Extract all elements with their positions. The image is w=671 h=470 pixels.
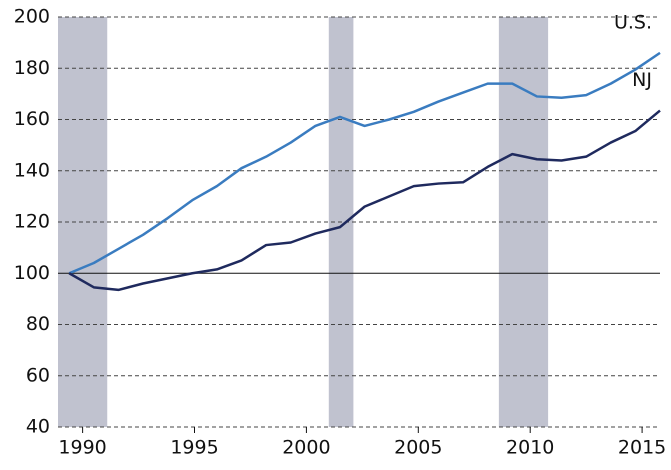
- x-tick-label: 2005: [394, 437, 442, 459]
- x-tick-label: 2000: [282, 437, 330, 459]
- y-tick-label: 100: [14, 262, 50, 284]
- x-tick-label: 1995: [170, 437, 218, 459]
- y-tick-label: 40: [26, 416, 50, 438]
- y-tick-label: 120: [14, 211, 50, 233]
- x-tick-label: 2010: [506, 437, 554, 459]
- y-tick-label: 160: [14, 108, 50, 130]
- y-tick-label: 180: [14, 57, 50, 79]
- series-label: U.S.: [614, 11, 652, 33]
- y-tick-label: 140: [14, 159, 50, 181]
- y-tick-label: 200: [14, 6, 50, 28]
- y-tick-label: 60: [26, 364, 50, 386]
- x-tick-label: 1990: [58, 437, 106, 459]
- series-line: [68, 109, 661, 292]
- x-tick-label: 2015: [618, 437, 666, 459]
- series-line: [68, 51, 661, 275]
- y-tick-label: 80: [26, 313, 50, 335]
- series-label: NJ: [632, 69, 652, 91]
